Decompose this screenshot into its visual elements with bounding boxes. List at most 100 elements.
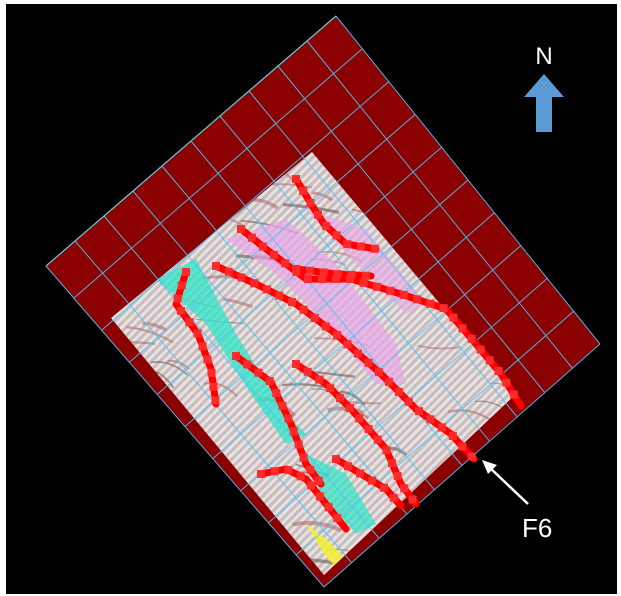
fault-stick-marker [382, 446, 391, 455]
fault-stick-marker [287, 297, 296, 306]
grid-line [212, 212, 495, 459]
fault-label-f6: F6 [522, 513, 553, 543]
fault-stick-marker [292, 360, 300, 368]
fault-stick-marker [364, 425, 373, 434]
fault-stick-marker [211, 396, 220, 405]
fault-stick-marker [439, 304, 448, 313]
cyan-zone [156, 259, 306, 444]
fault-callout-arrowhead [482, 460, 497, 474]
fault-stick-marker [322, 222, 331, 231]
fault-stick-marker [368, 476, 377, 485]
north-arrow-icon [524, 74, 564, 132]
fault-stick-marker [331, 275, 340, 283]
fault-stick-marker [332, 455, 340, 463]
fault-stick-marker [356, 469, 365, 478]
fault-stick-marker [284, 466, 293, 475]
fault-stick-marker [458, 324, 467, 333]
fault-stick-marker [315, 375, 324, 384]
fault-stick-marker [359, 278, 368, 287]
fault-stick-marker [333, 330, 342, 339]
fault-stick-marker [315, 492, 324, 501]
fault-stick-marker [476, 345, 485, 354]
fault-stick-marker [370, 244, 379, 253]
seismic-texture-stroke [231, 551, 276, 564]
fault-stick-marker [281, 259, 290, 268]
fault-stick-marker [374, 368, 383, 377]
fault-stick-marker [437, 423, 446, 432]
fault-stick-marker [336, 394, 345, 403]
fault-stick-marker [193, 329, 202, 338]
grid-line [295, 310, 574, 556]
fault-stick-marker [346, 404, 355, 413]
seismic-texture-stroke [422, 540, 461, 552]
fault-stick-marker [270, 467, 279, 476]
fault-stick-marker [254, 368, 263, 377]
map-frame: N F6 [6, 4, 617, 594]
fault-stick-marker [502, 378, 511, 387]
fault-stick-marker [404, 397, 413, 406]
fault-stick-marker [303, 275, 312, 283]
fault-stick-marker [412, 295, 421, 304]
fault-stick-marker [182, 268, 190, 276]
fault-stick-marker [399, 290, 408, 299]
seismic-texture-stroke [478, 551, 515, 566]
fault-stick-marker [278, 401, 287, 410]
fault-stick-marker [344, 462, 353, 471]
grid-line [306, 40, 573, 369]
fault-stick-marker [258, 242, 267, 251]
fault-stick-marker [299, 305, 308, 314]
fault-stick-marker [347, 270, 356, 279]
fault-stick-marker [394, 387, 403, 396]
fault-stick-marker [386, 286, 395, 295]
fault-stick-marker [185, 318, 194, 327]
fault-stick-marker [333, 270, 342, 279]
fault-stick-marker [509, 390, 518, 399]
pink-zone [226, 219, 406, 384]
fault-stick-marker [314, 476, 323, 485]
fault-stick-marker [247, 233, 256, 242]
fault-stick-marker [458, 442, 467, 451]
seismic-texture-stroke [114, 553, 157, 565]
fault-stick-marker [380, 483, 389, 492]
grid-line [184, 179, 469, 427]
fault-stick-marker [408, 495, 417, 504]
grid-line [248, 90, 518, 418]
fault-stick-marker [272, 389, 281, 398]
seismic-texture-stroke [125, 326, 174, 344]
fault-stick-marker [296, 472, 305, 481]
seismic-texture-stroke [203, 381, 238, 397]
fault-stick-marker [467, 334, 476, 343]
fault-stick-marker [353, 349, 362, 358]
fault-stick-marker [243, 360, 252, 369]
fault-stick-marker [345, 275, 354, 283]
fault-stick-marker [448, 431, 457, 440]
seismic-texture-stroke [292, 520, 343, 533]
grid-line [323, 343, 601, 588]
fault-stick-marker [310, 314, 319, 323]
fault-stick-marker [284, 414, 293, 423]
fault-stick-marker [449, 313, 458, 322]
fault-stick-marker [173, 294, 182, 303]
fault-stick-marker [299, 187, 308, 196]
fault-stick-marker [343, 340, 352, 349]
seismic-texture-stroke [417, 344, 460, 350]
seismic-texture-stroke [396, 516, 434, 533]
fault-stick-marker [372, 282, 381, 291]
fault-stick-marker [361, 271, 370, 280]
fault-stick-marker [415, 407, 424, 416]
fault-stick-marker [393, 472, 402, 481]
fault-stick-marker [292, 175, 300, 183]
fault-stick-marker [326, 384, 335, 393]
fault-stick-marker [305, 266, 314, 275]
fault-stick-marker [400, 484, 409, 493]
fault-stick-marker [289, 427, 298, 436]
fault-stick-marker [306, 199, 315, 208]
seismic-texture-stroke [118, 404, 157, 416]
fault-stick-marker [389, 493, 398, 502]
seismic-texture-stroke [489, 161, 516, 165]
fault-stick-marker [250, 279, 259, 288]
fault-stick-marker [303, 367, 312, 376]
fault-stick-marker [388, 459, 397, 468]
fault-stick-marker [257, 470, 265, 478]
fault-stick-marker [357, 242, 366, 251]
